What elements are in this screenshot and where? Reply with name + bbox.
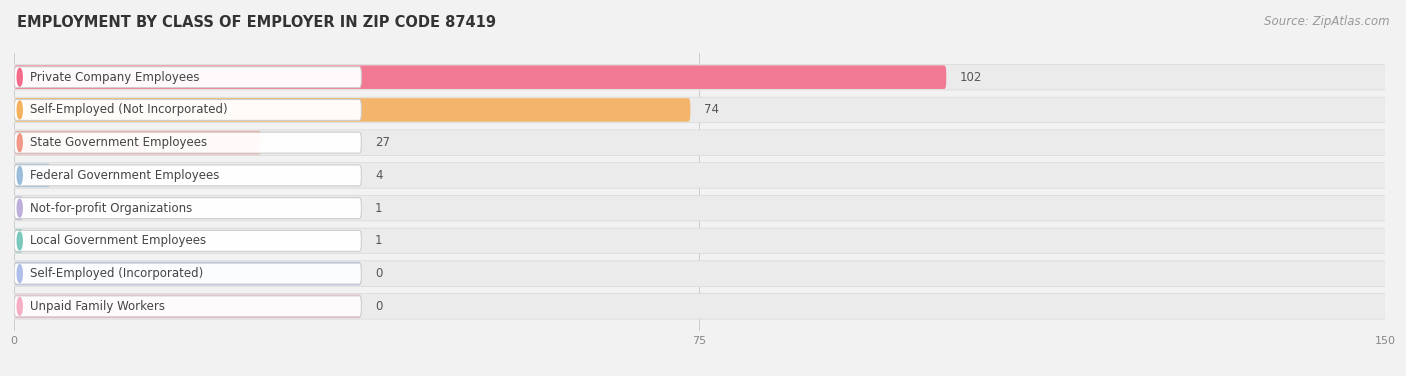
- Text: 102: 102: [960, 71, 983, 84]
- Text: Local Government Employees: Local Government Employees: [30, 234, 207, 247]
- Text: Self-Employed (Incorporated): Self-Employed (Incorporated): [30, 267, 204, 280]
- FancyBboxPatch shape: [10, 130, 1389, 155]
- Circle shape: [17, 68, 22, 86]
- Circle shape: [17, 232, 22, 250]
- Circle shape: [17, 199, 22, 217]
- FancyBboxPatch shape: [14, 164, 51, 187]
- FancyBboxPatch shape: [10, 163, 1389, 188]
- Circle shape: [17, 134, 22, 152]
- Text: 1: 1: [375, 202, 382, 215]
- FancyBboxPatch shape: [14, 67, 361, 88]
- FancyBboxPatch shape: [10, 97, 1389, 123]
- FancyBboxPatch shape: [14, 131, 262, 155]
- FancyBboxPatch shape: [14, 296, 361, 317]
- Text: Unpaid Family Workers: Unpaid Family Workers: [30, 300, 165, 313]
- FancyBboxPatch shape: [14, 132, 361, 153]
- FancyBboxPatch shape: [14, 198, 361, 218]
- FancyBboxPatch shape: [14, 229, 22, 253]
- Circle shape: [17, 167, 22, 184]
- FancyBboxPatch shape: [14, 65, 946, 89]
- Circle shape: [17, 265, 22, 282]
- Circle shape: [17, 297, 22, 315]
- FancyBboxPatch shape: [14, 98, 690, 122]
- Text: 0: 0: [375, 300, 382, 313]
- Text: 27: 27: [375, 136, 389, 149]
- FancyBboxPatch shape: [10, 64, 1389, 90]
- FancyBboxPatch shape: [14, 230, 361, 251]
- Text: Private Company Employees: Private Company Employees: [30, 71, 200, 84]
- Circle shape: [17, 101, 22, 119]
- Text: 74: 74: [704, 103, 718, 117]
- Text: 4: 4: [375, 169, 382, 182]
- FancyBboxPatch shape: [10, 228, 1389, 254]
- FancyBboxPatch shape: [10, 261, 1389, 287]
- Text: Self-Employed (Not Incorporated): Self-Employed (Not Incorporated): [30, 103, 228, 117]
- Text: Federal Government Employees: Federal Government Employees: [30, 169, 219, 182]
- Text: State Government Employees: State Government Employees: [30, 136, 207, 149]
- FancyBboxPatch shape: [14, 165, 361, 186]
- FancyBboxPatch shape: [14, 99, 361, 120]
- FancyBboxPatch shape: [10, 196, 1389, 221]
- FancyBboxPatch shape: [14, 196, 22, 220]
- FancyBboxPatch shape: [14, 294, 361, 318]
- Text: 1: 1: [375, 234, 382, 247]
- Text: Source: ZipAtlas.com: Source: ZipAtlas.com: [1264, 15, 1389, 28]
- Text: Not-for-profit Organizations: Not-for-profit Organizations: [30, 202, 193, 215]
- FancyBboxPatch shape: [14, 262, 361, 285]
- FancyBboxPatch shape: [10, 294, 1389, 319]
- FancyBboxPatch shape: [14, 263, 361, 284]
- Text: EMPLOYMENT BY CLASS OF EMPLOYER IN ZIP CODE 87419: EMPLOYMENT BY CLASS OF EMPLOYER IN ZIP C…: [17, 15, 496, 30]
- Text: 0: 0: [375, 267, 382, 280]
